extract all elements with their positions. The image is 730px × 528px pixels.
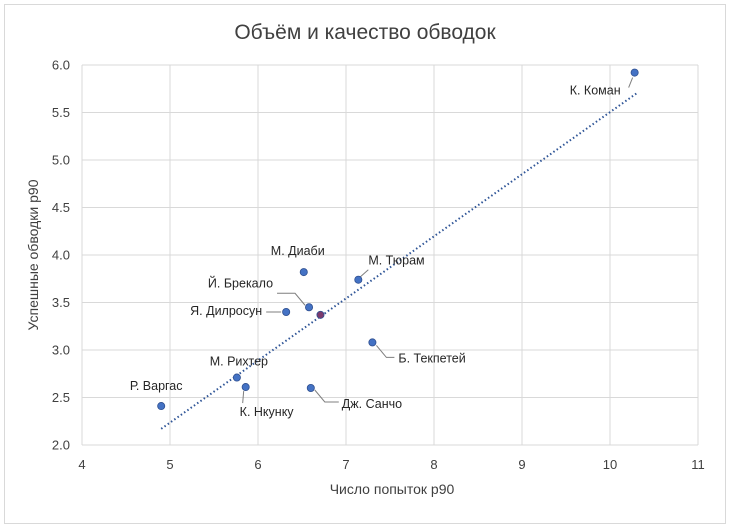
- data-point: [157, 402, 166, 411]
- data-points: [157, 68, 639, 411]
- y-tick-label: 2.5: [52, 390, 70, 405]
- x-tick-label: 9: [518, 457, 525, 472]
- chart-frame: [4, 4, 726, 524]
- chart-title: Объём и качество обводок: [234, 21, 496, 44]
- leader-line: [314, 389, 339, 403]
- y-tick-label: 5.5: [52, 105, 70, 120]
- data-label: М. Рихтер: [210, 355, 268, 369]
- data-point: [630, 68, 639, 77]
- highlighted-point: [316, 310, 325, 319]
- data-label: К. Коман: [570, 84, 621, 98]
- x-tick-label: 7: [342, 457, 349, 472]
- x-tick-label: 11: [691, 457, 705, 472]
- x-tick-labels: 4 5 6 7 8 9 10 11: [78, 457, 704, 472]
- y-tick-label: 5.0: [52, 153, 70, 168]
- data-label: Дж. Санчо: [342, 397, 402, 411]
- data-point: [232, 373, 241, 382]
- data-point: [282, 307, 291, 316]
- x-tick-label: 4: [78, 457, 85, 472]
- data-point: [241, 383, 250, 392]
- data-point: [305, 303, 314, 312]
- y-axis-label: Успешные обводки p90: [25, 179, 41, 330]
- leader-line: [277, 292, 306, 306]
- trendline: [160, 92, 637, 430]
- y-tick-label: 4.5: [52, 200, 70, 215]
- x-tick-label: 6: [254, 457, 261, 472]
- data-point: [354, 275, 363, 284]
- x-tick-label: 5: [166, 457, 173, 472]
- data-label: Й. Брекало: [208, 275, 273, 290]
- data-label: М. Тюрам: [368, 254, 424, 268]
- data-point: [299, 268, 308, 277]
- data-label: Р. Варгас: [130, 379, 183, 393]
- y-tick-label: 6.0: [52, 58, 70, 73]
- data-point: [306, 383, 315, 392]
- y-tick-labels: 2.0 2.5 3.0 3.5 4.0 4.5 5.0 5.5 6.0: [52, 58, 70, 453]
- y-tick-label: 3.5: [52, 295, 70, 310]
- y-tick-label: 3.0: [52, 343, 70, 358]
- data-labels: К. Коман М. Диаби М. Тюрам Й. Брекало Я. Дил…: [130, 84, 621, 419]
- x-tick-label: 8: [430, 457, 437, 472]
- x-tick-label: 10: [603, 457, 617, 472]
- trendline-line: [160, 92, 637, 430]
- data-label: Я. Дилросун: [190, 304, 262, 318]
- leader-line: [242, 391, 245, 404]
- data-label: К. Нкунку: [240, 405, 295, 419]
- grid: [81, 64, 699, 446]
- y-tick-label: 4.0: [52, 248, 70, 263]
- y-tick-label: 2.0: [52, 438, 70, 453]
- x-axis-label: Число попыток p90: [330, 481, 455, 497]
- data-label: Б. Текпетей: [398, 351, 465, 365]
- data-point: [368, 338, 377, 347]
- leader-line: [376, 345, 395, 358]
- data-label: М. Диаби: [271, 244, 325, 258]
- leader-line: [358, 269, 369, 279]
- leader-line: [628, 77, 634, 88]
- label-leader-lines: [242, 77, 634, 404]
